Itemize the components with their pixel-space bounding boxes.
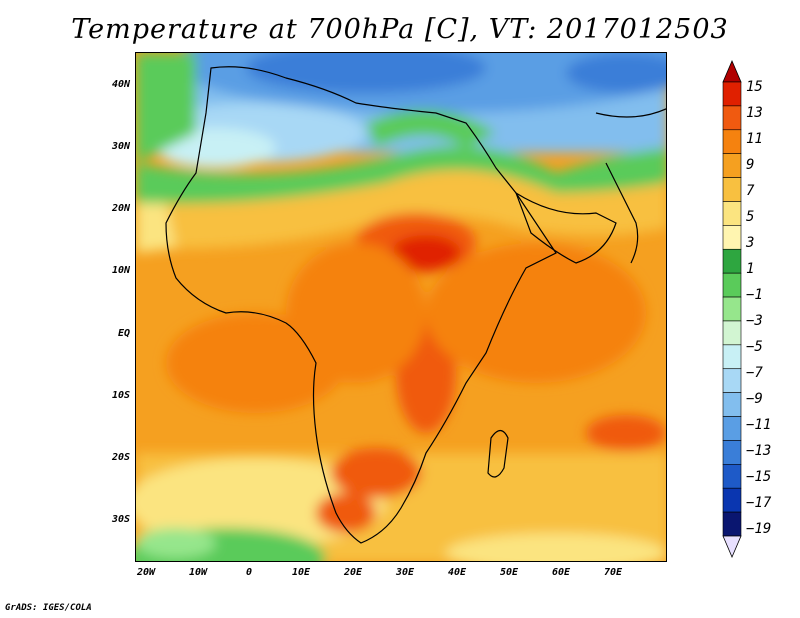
colorbar-label: −19 [746, 521, 772, 537]
lon-label-20w: 20W [136, 567, 156, 578]
lat-label-eq: EQ [117, 328, 130, 339]
lon-label-30e: 30E [395, 567, 415, 578]
temperature-map [135, 52, 667, 562]
colorbar-label: 7 [746, 183, 755, 199]
colorbar-segment [722, 81, 742, 107]
colorbar-label: −3 [746, 313, 763, 329]
colorbar-top-arrow [722, 60, 742, 83]
lon-label-50e: 50E [499, 567, 519, 578]
colorbar-segment [722, 464, 742, 489]
colorbar-label: −7 [746, 365, 763, 381]
colorbar [722, 60, 742, 558]
coastlines [165, 66, 666, 544]
colorbar-segment [722, 177, 742, 202]
colorbar-segment [722, 153, 742, 178]
colorbar-label: 13 [746, 105, 763, 121]
colorbar-segment [722, 392, 742, 417]
map-canvas [136, 53, 666, 561]
lat-label-20s: 20S [111, 452, 130, 463]
colorbar-label: 5 [746, 209, 755, 225]
colorbar-segment [722, 105, 742, 131]
colorbar-segment [722, 320, 742, 346]
colorbar-label: −5 [746, 339, 763, 355]
lat-label-10s: 10S [111, 390, 130, 401]
colorbar-segment [722, 201, 742, 226]
colorbar-segment [722, 416, 742, 441]
lat-label-30s: 30S [111, 514, 130, 525]
colorbar-label: 11 [746, 131, 763, 147]
colorbar-segment [722, 368, 742, 393]
colorbar-segment [722, 511, 742, 537]
colorbar-label: 15 [746, 79, 763, 95]
colorbar-label: 1 [746, 261, 755, 277]
colorbar-segment [722, 225, 742, 250]
colorbar-segment [722, 344, 742, 370]
lon-label-10e: 10E [291, 567, 311, 578]
grads-credit: GrADS: IGES/COLA [5, 603, 92, 613]
colorbar-label: 3 [746, 235, 755, 251]
lon-label-70e: 70E [603, 567, 623, 578]
lon-label-40e: 40E [447, 567, 467, 578]
colorbar-segment [722, 129, 742, 154]
colorbar-segment [722, 487, 742, 513]
colorbar-segment [722, 440, 742, 465]
lat-label-30n: 30N [111, 141, 130, 152]
lon-label-0: 0 [245, 567, 253, 578]
colorbar-segment [722, 296, 742, 322]
colorbar-label: −17 [746, 495, 772, 511]
lon-label-20e: 20E [343, 567, 363, 578]
lon-label-10w: 10W [188, 567, 208, 578]
colorbar-bottom-arrow [722, 535, 742, 558]
lat-label-20n: 20N [111, 203, 130, 214]
colorbar-label: 9 [746, 157, 755, 173]
lon-label-60e: 60E [551, 567, 571, 578]
colorbar-label: −9 [746, 391, 763, 407]
colorbar-label: −1 [746, 287, 763, 303]
colorbar-segment [722, 248, 742, 274]
colorbar-segment [722, 272, 742, 298]
lat-label-10n: 10N [111, 265, 130, 276]
colorbar-label: −15 [746, 469, 772, 485]
lat-label-40n: 40N [111, 79, 130, 90]
colorbar-label: −13 [746, 443, 772, 459]
map-title: Temperature at 700hPa [C], VT: 201701250… [71, 14, 729, 45]
colorbar-label: −11 [746, 417, 772, 433]
